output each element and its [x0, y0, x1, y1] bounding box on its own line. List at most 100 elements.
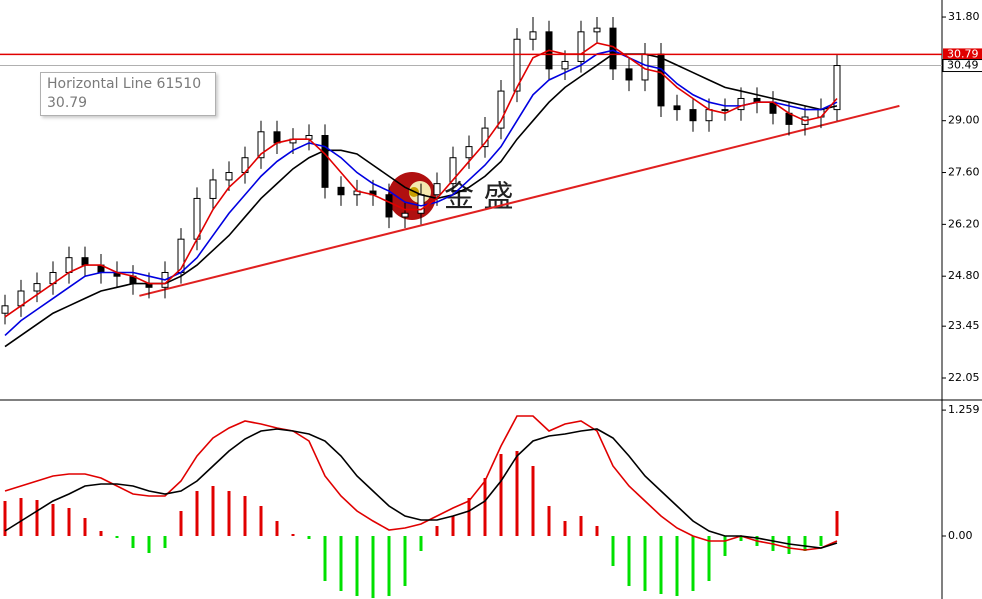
candle-body	[65, 257, 73, 273]
histogram-bar	[563, 521, 567, 536]
candle-body	[401, 212, 409, 218]
candle-body	[273, 131, 281, 144]
candle-body	[625, 68, 633, 81]
candle-body	[833, 65, 841, 111]
candle-body	[321, 135, 329, 188]
histogram-bar	[147, 536, 151, 553]
histogram-bar	[595, 526, 599, 536]
last-price-label: 30.49	[947, 59, 979, 72]
histogram-bar	[339, 536, 343, 591]
candle-body	[561, 60, 569, 70]
histogram-bar	[323, 536, 327, 581]
histogram-bar	[691, 536, 695, 591]
histogram-bar	[659, 536, 663, 594]
candle-body	[33, 283, 41, 292]
histogram-bar	[451, 516, 455, 536]
histogram-bar	[35, 500, 39, 536]
candle-body	[737, 97, 745, 111]
candle-body	[193, 197, 201, 240]
indicator-line	[4, 42, 838, 318]
y-tick-label: 1.259	[948, 403, 980, 416]
histogram-bar	[19, 498, 23, 536]
histogram-bar	[403, 536, 407, 586]
histogram-bar	[467, 498, 471, 536]
histogram-bar	[243, 496, 247, 536]
y-tick-label: 22.05	[948, 371, 980, 384]
histogram-bar	[131, 536, 135, 548]
candle-body	[449, 157, 457, 185]
trendline	[139, 104, 900, 297]
tooltip-value: 30.79	[47, 95, 88, 111]
y-tick-label: 27.60	[948, 166, 980, 179]
candle-body	[417, 194, 425, 214]
histogram-bar	[579, 516, 583, 536]
histogram-bar	[3, 501, 7, 536]
histogram-bar	[291, 534, 295, 536]
histogram-bar	[51, 504, 55, 536]
candle-body	[1, 305, 9, 314]
histogram-bar	[723, 536, 727, 556]
last-price-box	[942, 59, 982, 73]
candle-body	[497, 90, 505, 129]
y-tick-label: 24.80	[948, 269, 980, 282]
histogram-bar	[195, 491, 199, 536]
indicator-line	[4, 49, 838, 337]
candle-body	[673, 105, 681, 111]
candle-body	[81, 257, 89, 266]
histogram-bar	[227, 491, 231, 536]
histogram-bar	[419, 536, 423, 551]
histogram-bar	[275, 521, 279, 536]
watermark-text: 金 盛	[444, 180, 514, 215]
y-tick-label: 0.00	[948, 529, 973, 542]
candle-body	[721, 109, 729, 112]
histogram-bar	[739, 536, 743, 541]
candle-body	[529, 31, 537, 40]
histogram-bar	[307, 536, 311, 539]
histogram-bar	[179, 511, 183, 536]
histogram-bar	[99, 531, 103, 536]
histogram-bar	[787, 536, 791, 554]
indicator-line	[4, 428, 838, 549]
tooltip-name: Horizontal Line 61510	[47, 76, 202, 92]
histogram-bar	[643, 536, 647, 591]
histogram-bar	[819, 536, 823, 546]
indicator-line	[4, 53, 838, 348]
histogram-bar	[115, 536, 119, 538]
histogram-bar	[435, 526, 439, 536]
histogram-bar	[627, 536, 631, 586]
candle-body	[209, 179, 217, 199]
line-tooltip: Horizontal Line 61510 30.79	[40, 72, 216, 116]
histogram-bar	[835, 511, 839, 536]
y-tick-label: 29.00	[948, 114, 980, 127]
hline-price-label: 30.79	[947, 47, 979, 60]
candle-body	[481, 127, 489, 148]
histogram-bar	[83, 518, 87, 536]
candle-body	[657, 53, 665, 107]
candle-body	[257, 131, 265, 159]
histogram-bar	[707, 536, 711, 581]
candle-body	[689, 109, 697, 122]
histogram-bar	[547, 506, 551, 536]
candle-body	[337, 186, 345, 196]
histogram-bar	[67, 508, 71, 536]
histogram-bar	[387, 536, 391, 596]
histogram-bar	[259, 506, 263, 536]
candle-body	[593, 27, 601, 33]
histogram-bar	[515, 451, 519, 536]
histogram-bar	[803, 536, 807, 551]
y-tick-label: 23.45	[948, 319, 980, 332]
candle-body	[705, 109, 713, 122]
indicator-line	[4, 415, 838, 551]
histogram-bar	[611, 536, 615, 566]
histogram-bar	[211, 486, 215, 536]
y-tick-label: 26.20	[948, 217, 980, 230]
histogram-bar	[355, 536, 359, 596]
candle-body	[513, 38, 521, 92]
histogram-bar	[163, 536, 167, 548]
candle-body	[433, 183, 441, 196]
candle-body	[225, 172, 233, 181]
candle-body	[385, 194, 393, 218]
candle-body	[577, 31, 585, 62]
